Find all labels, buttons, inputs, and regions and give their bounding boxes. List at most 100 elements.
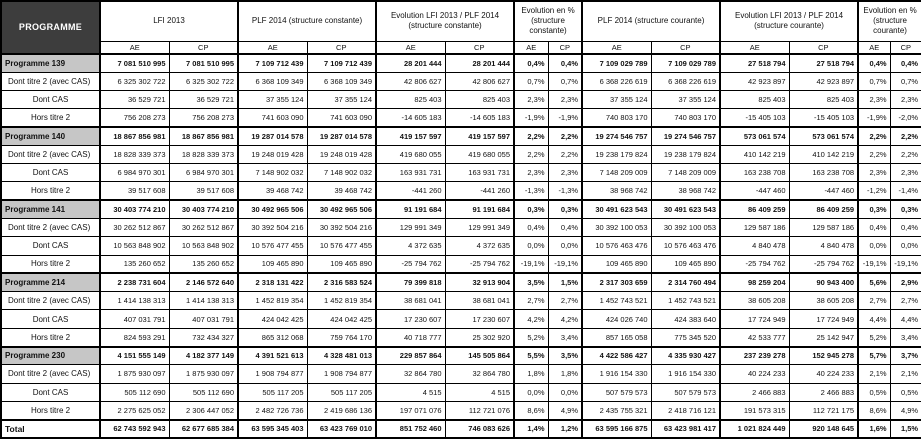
detail-row: Dont CAS 407 031 791 407 031 791 424 042 42… <box>0 309 921 329</box>
col-group-evolution-courante: Evolution LFI 2013 / PLF 2014 (structure… <box>719 0 859 42</box>
value-cell: -441 260 <box>375 181 446 201</box>
table-header: PROGRAMME LFI 2013 PLF 2014 (structure c… <box>0 0 921 55</box>
value-cell: 129 991 349 <box>375 218 446 238</box>
value-cell: -19,1% <box>547 254 583 274</box>
value-cell: 0,4% <box>513 218 549 238</box>
value-cell: 573 061 574 <box>719 126 790 146</box>
value-cell: 1 916 154 330 <box>581 364 652 384</box>
value-cell: 10 576 463 476 <box>581 236 652 256</box>
value-cell: 10 576 477 455 <box>306 236 377 256</box>
value-cell: -1,4% <box>889 181 921 201</box>
value-cell: 30 491 623 543 <box>581 199 652 220</box>
value-cell: 4 391 521 613 <box>237 345 308 366</box>
value-cell: 30 403 774 210 <box>168 199 239 220</box>
value-cell: -25 794 762 <box>444 254 515 274</box>
col-group-evolution-pct-constante: Evolution en % (structure constante) <box>513 0 583 42</box>
value-cell: 2,2% <box>513 126 549 146</box>
value-cell: 6 368 109 349 <box>306 71 377 92</box>
subcolumn-header-ae: AE <box>513 40 549 55</box>
value-cell: 79 399 818 <box>375 272 446 293</box>
value-cell: 732 434 327 <box>168 327 239 348</box>
value-cell: 740 803 170 <box>581 108 652 128</box>
value-cell: 4 335 930 427 <box>650 345 721 366</box>
value-cell: 19 238 179 824 <box>650 144 721 165</box>
value-cell: 19 248 019 428 <box>306 144 377 165</box>
value-cell: 2,2% <box>889 144 921 165</box>
value-cell: 0,3% <box>547 199 583 220</box>
value-cell: 30 392 504 216 <box>237 218 308 238</box>
value-cell: 410 142 219 <box>719 144 790 165</box>
value-cell: 2,2% <box>547 144 583 165</box>
detail-row: Hors titre 2 824 593 291 732 434 327 865 31… <box>0 327 921 348</box>
value-cell: 1 875 930 097 <box>99 364 170 384</box>
value-cell: 18 828 339 373 <box>168 144 239 165</box>
value-cell: 86 409 259 <box>719 199 790 220</box>
value-cell: 6 368 109 349 <box>237 71 308 92</box>
value-cell: 2,7% <box>857 291 891 311</box>
value-cell: 1,2% <box>547 418 583 439</box>
value-cell: 2,7% <box>889 291 921 311</box>
value-cell: 410 142 219 <box>788 144 859 165</box>
value-cell: 2 318 131 422 <box>237 272 308 293</box>
detail-row: Dont CAS 505 112 690 505 112 690 505 117 20… <box>0 382 921 402</box>
value-cell: 91 191 684 <box>375 199 446 220</box>
value-cell: 756 208 273 <box>168 108 239 128</box>
row-label: Dont CAS <box>0 163 101 183</box>
value-cell: 27 518 794 <box>788 52 859 73</box>
value-cell: 7 081 510 995 <box>99 52 170 73</box>
value-cell: -1,9% <box>857 108 891 128</box>
value-cell: 4 372 635 <box>375 236 446 256</box>
value-cell: 30 262 512 867 <box>99 218 170 238</box>
value-cell: 2,3% <box>857 90 891 110</box>
value-cell: 507 579 573 <box>581 382 652 402</box>
value-cell: 0,0% <box>889 236 921 256</box>
value-cell: 1,8% <box>547 364 583 384</box>
value-cell: 42 923 897 <box>719 71 790 92</box>
value-cell: 0,4% <box>547 218 583 238</box>
value-cell: 25 142 947 <box>788 327 859 348</box>
value-cell: 6 368 226 619 <box>581 71 652 92</box>
value-cell: 825 403 <box>444 90 515 110</box>
value-cell: -1,9% <box>547 108 583 128</box>
value-cell: 1 908 794 877 <box>237 364 308 384</box>
value-cell: 1,8% <box>513 364 549 384</box>
value-cell: 39 468 742 <box>237 181 308 201</box>
value-cell: 63 595 345 403 <box>237 418 308 439</box>
value-cell: 25 302 920 <box>444 327 515 348</box>
value-cell: 39 517 608 <box>99 181 170 201</box>
value-cell: -25 794 762 <box>788 254 859 274</box>
value-cell: 3,5% <box>547 345 583 366</box>
value-cell: 741 603 090 <box>306 108 377 128</box>
value-cell: 1 414 138 313 <box>99 291 170 311</box>
value-cell: 2,3% <box>857 163 891 183</box>
value-cell: 39 517 608 <box>168 181 239 201</box>
value-cell: 112 721 076 <box>444 400 515 421</box>
row-label: Hors titre 2 <box>0 108 101 128</box>
value-cell: 2,7% <box>513 291 549 311</box>
value-cell: 109 465 890 <box>306 254 377 274</box>
value-cell: 573 061 574 <box>788 126 859 146</box>
value-cell: 30 491 623 543 <box>650 199 721 220</box>
value-cell: 112 721 175 <box>788 400 859 421</box>
value-cell: 17 724 949 <box>719 309 790 329</box>
value-cell: 37 355 124 <box>306 90 377 110</box>
value-cell: 0,0% <box>547 236 583 256</box>
group-header-row: PROGRAMME LFI 2013 PLF 2014 (structure c… <box>0 0 921 55</box>
value-cell: 0,4% <box>889 52 921 73</box>
value-cell: 163 238 708 <box>788 163 859 183</box>
value-cell: 5,7% <box>857 345 891 366</box>
subcolumn-header-ae: AE <box>581 40 652 55</box>
col-group-plf-2014-courante: PLF 2014 (structure courante) <box>581 0 721 42</box>
subcolumn-header-cp: CP <box>650 40 721 55</box>
value-cell: 2 238 731 604 <box>99 272 170 293</box>
value-cell: 191 573 315 <box>719 400 790 421</box>
row-label: Programme 140 <box>0 126 101 146</box>
value-cell: 135 260 652 <box>168 254 239 274</box>
value-cell: -2,0% <box>889 108 921 128</box>
value-cell: 419 157 597 <box>375 126 446 146</box>
value-cell: 4 372 635 <box>444 236 515 256</box>
value-cell: 30 392 100 053 <box>650 218 721 238</box>
value-cell: 756 208 273 <box>99 108 170 128</box>
value-cell: 63 423 981 417 <box>650 418 721 439</box>
value-cell: 2 314 760 494 <box>650 272 721 293</box>
